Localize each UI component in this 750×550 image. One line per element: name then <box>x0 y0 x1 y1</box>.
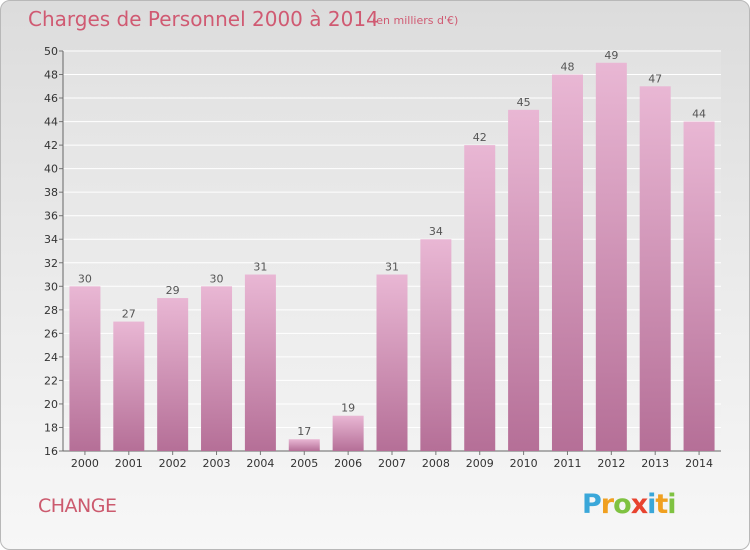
y-tick-label: 16 <box>44 445 58 458</box>
bar <box>595 62 627 451</box>
x-tick-label: 2012 <box>597 457 625 470</box>
bar <box>639 86 671 451</box>
x-tick-label: 2014 <box>685 457 713 470</box>
bar <box>157 298 189 451</box>
data-label: 42 <box>473 131 487 144</box>
data-label: 47 <box>648 72 662 85</box>
bar <box>244 274 276 451</box>
y-tick-label: 30 <box>44 280 58 293</box>
y-tick-label: 18 <box>44 421 58 434</box>
data-label: 45 <box>517 96 531 109</box>
bar <box>420 239 452 451</box>
logo-letter: t <box>655 489 668 520</box>
x-tick-label: 2001 <box>115 457 143 470</box>
y-tick-label: 40 <box>44 163 58 176</box>
logo-letter: x <box>630 489 648 520</box>
y-tick-label: 46 <box>44 92 58 105</box>
x-tick-label: 2006 <box>334 457 362 470</box>
y-tick-label: 42 <box>44 139 58 152</box>
x-tick-label: 2013 <box>641 457 669 470</box>
bar <box>683 121 715 452</box>
y-tick-label: 44 <box>44 116 58 129</box>
data-label: 17 <box>297 425 311 438</box>
y-tick-label: 38 <box>44 186 58 199</box>
bar <box>69 286 101 451</box>
y-tick-label: 20 <box>44 398 58 411</box>
bar <box>332 415 364 451</box>
logo-letter: i <box>667 489 676 520</box>
commune-name: CHANGE <box>38 495 117 517</box>
y-tick-label: 50 <box>44 45 58 58</box>
bar <box>288 439 320 451</box>
x-tick-label: 2007 <box>378 457 406 470</box>
y-tick-label: 36 <box>44 210 58 223</box>
bar <box>113 321 145 451</box>
data-label: 30 <box>210 272 224 285</box>
x-tick-label: 2002 <box>159 457 187 470</box>
data-label: 48 <box>560 61 574 74</box>
bar <box>464 145 496 451</box>
data-label: 31 <box>253 261 267 274</box>
x-tick-label: 2008 <box>422 457 450 470</box>
data-label: 27 <box>122 308 136 321</box>
x-tick-label: 2009 <box>466 457 494 470</box>
y-tick-label: 24 <box>44 351 58 364</box>
bar <box>201 286 233 451</box>
y-tick-label: 32 <box>44 257 58 270</box>
logo-letter: P <box>582 489 602 520</box>
x-tick-label: 2003 <box>203 457 231 470</box>
y-tick-label: 28 <box>44 304 58 317</box>
logo-letter: i <box>647 489 656 520</box>
logo-letter: r <box>600 489 614 520</box>
y-tick-label: 26 <box>44 327 58 340</box>
data-label: 29 <box>166 284 180 297</box>
data-label: 44 <box>692 108 706 121</box>
x-tick-label: 2005 <box>290 457 318 470</box>
x-tick-label: 2010 <box>510 457 538 470</box>
data-label: 31 <box>385 261 399 274</box>
data-label: 19 <box>341 402 355 415</box>
bar <box>376 274 408 451</box>
data-label: 49 <box>604 49 618 62</box>
y-tick-label: 22 <box>44 374 58 387</box>
chart-title: Charges de Personnel 2000 à 2014 <box>28 7 379 31</box>
y-tick-label: 34 <box>44 233 58 246</box>
x-tick-label: 2004 <box>246 457 274 470</box>
bar <box>551 74 583 451</box>
bar <box>508 109 540 451</box>
data-label: 34 <box>429 225 443 238</box>
logo-letter: o <box>613 489 632 520</box>
data-label: 30 <box>78 272 92 285</box>
y-tick-label: 48 <box>44 69 58 82</box>
proxiti-logo: Proxiti <box>582 489 677 520</box>
x-tick-label: 2000 <box>71 457 99 470</box>
chart-unit-subtitle: (en milliers d'€) <box>372 14 459 27</box>
x-tick-label: 2011 <box>553 457 581 470</box>
